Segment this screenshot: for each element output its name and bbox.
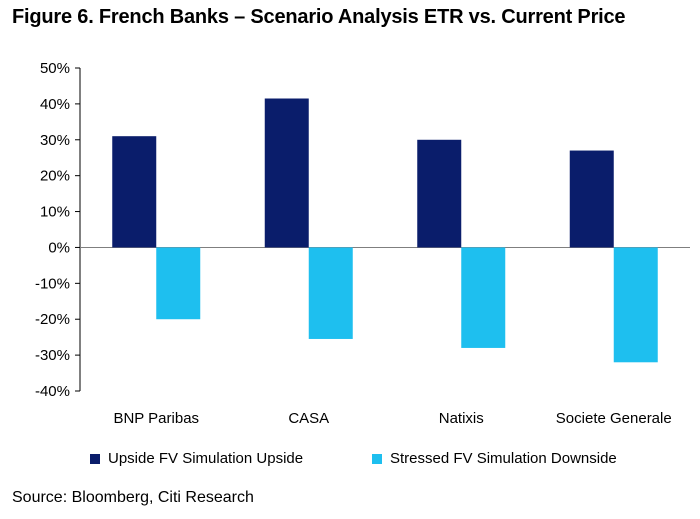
- x-category-label: Natixis: [439, 410, 484, 427]
- legend-label-downside: Stressed FV Simulation Downside: [390, 450, 617, 467]
- chart-title: Figure 6. French Banks – Scenario Analys…: [12, 6, 626, 28]
- bar-upside-2: [417, 139, 462, 248]
- bar-upside-0: [112, 136, 157, 248]
- x-category-label: BNP Paribas: [113, 410, 199, 427]
- y-tick-label: -30%: [35, 347, 70, 364]
- y-tick-label: -20%: [35, 311, 70, 328]
- bar-upside-3: [569, 150, 614, 248]
- x-axis-labels: BNP Paribas CASA Natixis Societe Generale: [113, 410, 671, 427]
- bar-downside-2: [461, 247, 506, 348]
- source-note: Source: Bloomberg, Citi Research: [12, 489, 254, 506]
- y-tick-label: 40%: [40, 96, 70, 113]
- legend-item-upside: Upside FV Simulation Upside: [90, 450, 303, 467]
- legend-swatch-upside: [90, 453, 100, 464]
- legend-label-upside: Upside FV Simulation Upside: [108, 450, 304, 467]
- y-tick-label: 10%: [40, 204, 70, 221]
- y-tick-label: -10%: [35, 275, 70, 292]
- bar-downside-1: [308, 247, 353, 339]
- legend-swatch-downside: [372, 453, 382, 464]
- legend-item-downside: Stressed FV Simulation Downside: [372, 450, 617, 467]
- x-category-label: Societe Generale: [556, 410, 672, 427]
- bar-downside-3: [613, 247, 658, 363]
- x-category-label: CASA: [288, 410, 329, 427]
- bars: [112, 98, 658, 363]
- y-tick-label: 20%: [40, 168, 70, 185]
- y-tick-label: 50%: [40, 60, 70, 77]
- y-tick-label: 0%: [48, 239, 70, 256]
- bar-downside-0: [156, 247, 201, 320]
- y-tick-label: 30%: [40, 132, 70, 149]
- y-tick-label: -40%: [35, 383, 70, 400]
- bar-upside-1: [264, 98, 309, 248]
